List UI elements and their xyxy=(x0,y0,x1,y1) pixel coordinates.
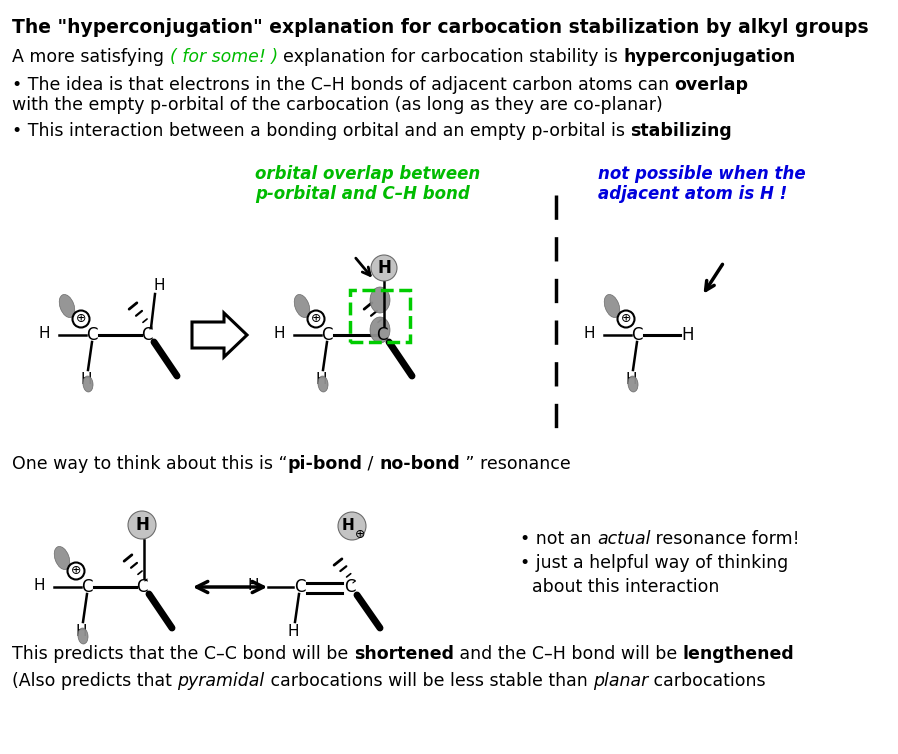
Ellipse shape xyxy=(295,295,310,317)
Text: ⊕: ⊕ xyxy=(355,528,365,541)
Ellipse shape xyxy=(628,376,638,392)
Text: ⊕: ⊕ xyxy=(311,312,321,326)
Text: adjacent atom is H !: adjacent atom is H ! xyxy=(598,185,788,203)
Circle shape xyxy=(307,311,324,327)
Text: • not an: • not an xyxy=(520,530,597,548)
Text: shortened: shortened xyxy=(354,645,453,663)
Text: (Also predicts that: (Also predicts that xyxy=(12,672,178,690)
Text: /: / xyxy=(363,455,379,473)
Text: C: C xyxy=(631,326,643,344)
Text: H: H xyxy=(154,278,164,293)
Text: carbocations: carbocations xyxy=(648,672,766,690)
Text: H: H xyxy=(584,326,595,341)
Text: ” resonance: ” resonance xyxy=(460,455,571,473)
Text: H: H xyxy=(315,372,327,388)
Text: orbital overlap between: orbital overlap between xyxy=(255,165,480,183)
Text: explanation for carbocation stability is: explanation for carbocation stability is xyxy=(283,48,623,66)
Text: stabilizing: stabilizing xyxy=(630,122,732,140)
Text: • This interaction between a bonding orbital and an empty p-orbital is: • This interaction between a bonding orb… xyxy=(12,122,630,140)
Bar xyxy=(350,290,410,342)
Ellipse shape xyxy=(371,255,397,281)
Ellipse shape xyxy=(59,295,75,317)
Text: ⊕: ⊕ xyxy=(621,312,631,326)
Text: • The idea is that electrons in the C–H bonds of adjacent carbon atoms can: • The idea is that electrons in the C–H … xyxy=(12,76,674,94)
Text: planar: planar xyxy=(593,672,648,690)
Text: H: H xyxy=(135,516,149,534)
Text: C: C xyxy=(86,326,98,344)
Text: C: C xyxy=(376,326,388,344)
Circle shape xyxy=(73,311,90,327)
Text: with the empty p-orbital of the carbocation (as long as they are co-planar): with the empty p-orbital of the carbocat… xyxy=(12,96,663,114)
Circle shape xyxy=(618,311,635,327)
Text: not possible when the: not possible when the xyxy=(598,165,806,183)
Text: overlap: overlap xyxy=(674,76,749,94)
Ellipse shape xyxy=(338,512,366,540)
Text: ⊕: ⊕ xyxy=(75,312,86,326)
Text: A more satisfying: A more satisfying xyxy=(12,48,170,66)
Ellipse shape xyxy=(128,511,156,539)
Ellipse shape xyxy=(54,547,70,569)
Text: ⊕: ⊕ xyxy=(71,565,81,578)
Text: H: H xyxy=(33,578,45,593)
Ellipse shape xyxy=(370,317,390,343)
Text: H: H xyxy=(80,372,92,388)
Text: pyramidal: pyramidal xyxy=(178,672,265,690)
Text: actual: actual xyxy=(597,530,650,548)
Ellipse shape xyxy=(370,287,390,313)
Text: H: H xyxy=(682,326,694,344)
Ellipse shape xyxy=(604,295,620,317)
Text: pi-bond: pi-bond xyxy=(287,455,363,473)
Text: carbocations will be less stable than: carbocations will be less stable than xyxy=(265,672,593,690)
Text: about this interaction: about this interaction xyxy=(532,578,719,596)
Text: H: H xyxy=(625,372,637,388)
Text: hyperconjugation: hyperconjugation xyxy=(623,48,796,66)
Text: The "hyperconjugation" explanation for carbocation stabilization by alkyl groups: The "hyperconjugation" explanation for c… xyxy=(12,18,868,37)
Text: H: H xyxy=(39,326,50,341)
Text: C: C xyxy=(344,578,356,596)
Text: C: C xyxy=(141,326,153,344)
Text: C: C xyxy=(81,578,92,596)
Text: H: H xyxy=(377,259,391,277)
Text: H: H xyxy=(248,578,259,593)
Text: ( for some! ): ( for some! ) xyxy=(170,48,283,66)
Text: H: H xyxy=(274,326,285,341)
Text: H: H xyxy=(287,624,299,639)
Text: resonance form!: resonance form! xyxy=(650,530,800,548)
Text: H: H xyxy=(341,519,355,534)
Ellipse shape xyxy=(83,376,93,392)
Text: This predicts that the C–C bond will be: This predicts that the C–C bond will be xyxy=(12,645,354,663)
Text: no-bond: no-bond xyxy=(379,455,460,473)
Text: H: H xyxy=(75,624,87,639)
Text: C: C xyxy=(321,326,333,344)
Ellipse shape xyxy=(78,628,88,644)
Ellipse shape xyxy=(318,376,328,392)
Text: • just a helpful way of thinking: • just a helpful way of thinking xyxy=(520,554,788,572)
Text: C: C xyxy=(136,578,148,596)
Text: p-orbital and C–H bond: p-orbital and C–H bond xyxy=(255,185,470,203)
Text: lengthened: lengthened xyxy=(682,645,794,663)
Text: One way to think about this is “: One way to think about this is “ xyxy=(12,455,287,473)
Text: and the C–H bond will be: and the C–H bond will be xyxy=(453,645,682,663)
Text: C: C xyxy=(295,578,305,596)
Circle shape xyxy=(67,562,84,580)
